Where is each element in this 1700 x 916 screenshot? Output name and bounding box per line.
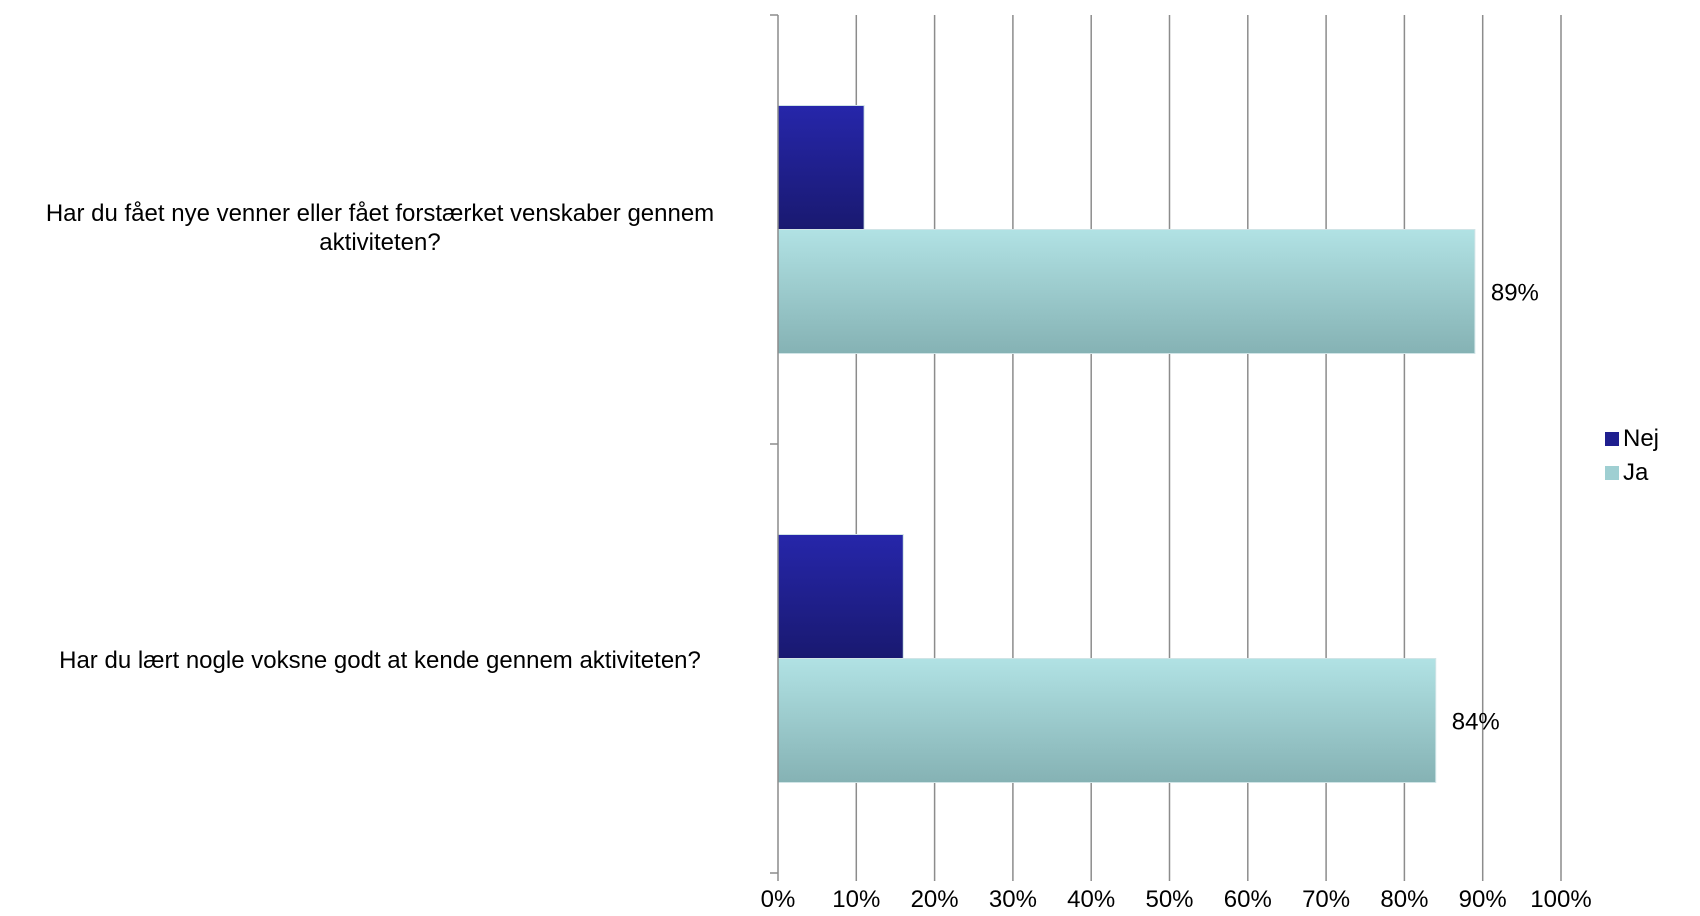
x-tick-label: 0% (761, 886, 796, 913)
legend-swatch-nej (1605, 432, 1619, 446)
x-tick-label: 40% (1067, 886, 1115, 913)
x-tick-label: 10% (832, 886, 880, 913)
x-tick-label: 30% (989, 886, 1037, 913)
data-labels: 89% 84% (1452, 280, 1539, 736)
bars (777, 105, 1476, 783)
data-label-ja-1: 89% (1491, 280, 1539, 307)
legend-swatch-ja (1605, 466, 1619, 480)
bar-ja-1 (777, 229, 1476, 354)
category-label-1: Har du fået nye venner eller fået forstæ… (45, 200, 715, 256)
category-label-2: Har du lært nogle voksne godt at kende g… (59, 647, 701, 674)
gridlines (855, 15, 1562, 873)
bar-ja-2 (777, 658, 1437, 783)
axes: 0% 10% 20% 30% 40% 50% 60% 70% 80% 90% 100% (761, 14, 1592, 913)
legend-item-ja: Ja (1605, 458, 1659, 488)
legend-item-nej: Nej (1605, 424, 1659, 454)
bar-nej-2 (777, 534, 904, 659)
legend: Nej Ja (1605, 424, 1659, 492)
legend-label-nej: Nej (1623, 425, 1660, 452)
bar-nej-1 (777, 105, 865, 230)
x-tick-label: 90% (1459, 886, 1507, 913)
x-tick-label: 60% (1224, 886, 1272, 913)
data-label-ja-2: 84% (1452, 709, 1500, 736)
x-tick-label: 50% (1145, 886, 1193, 913)
x-tick-label: 100% (1530, 886, 1591, 913)
legend-label-ja: Ja (1623, 459, 1649, 486)
x-tick-label: 20% (911, 886, 959, 913)
x-tick-label: 70% (1302, 886, 1350, 913)
x-tick-label: 80% (1380, 886, 1428, 913)
